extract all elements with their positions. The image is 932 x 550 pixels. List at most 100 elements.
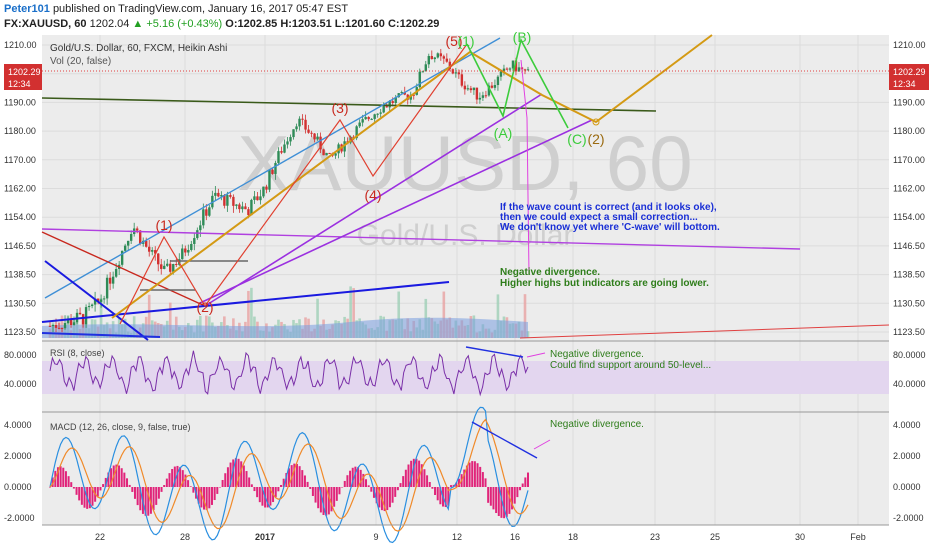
- macd-hist-bar: [107, 472, 110, 487]
- candle-body: [310, 132, 313, 134]
- candle-body: [436, 53, 440, 58]
- price-tick-label: 1154.00: [4, 212, 36, 222]
- macd-axis: 4.0000 4.0000 2.0000 2.0000 0.0000 0.0000 -2.0…: [4, 420, 924, 523]
- candle-body: [277, 151, 280, 163]
- ohlc-low: L:1201.60: [334, 18, 385, 30]
- macd-hist-bar: [407, 464, 410, 487]
- time-tick-label: 25: [710, 532, 720, 542]
- publish-info: published on TradingView.com, January 16…: [52, 3, 349, 15]
- macd-hist-bar: [428, 482, 431, 487]
- macd-hist-bar: [449, 485, 452, 487]
- macd-hist-bar: [282, 478, 285, 487]
- macd-hist-bar: [226, 467, 229, 487]
- candle-body: [313, 133, 316, 140]
- candle-body: [457, 72, 461, 75]
- candle-body: [382, 106, 385, 113]
- macd-hist-bar: [473, 461, 476, 487]
- candle-body: [412, 94, 415, 96]
- candle-body: [163, 265, 166, 269]
- candle-body: [241, 206, 244, 210]
- author-link[interactable]: Peter101: [4, 3, 50, 15]
- macd-hist-bar: [476, 463, 479, 487]
- candle-body: [427, 56, 430, 65]
- candle-body: [379, 112, 382, 114]
- candle-body: [226, 195, 229, 206]
- macd-hist-bar: [218, 487, 221, 488]
- price-tick-label: 1210.00: [4, 40, 37, 50]
- macd-hist-bar: [396, 487, 399, 491]
- rsi-axis: 80.0000 80.0000 40.0000 40.0000: [4, 350, 926, 389]
- blue-note-line-2: then we could expect a small correction.…: [500, 212, 698, 223]
- macd-hist-bar: [266, 487, 269, 508]
- macd-hist-bar: [293, 463, 296, 487]
- candle-body: [66, 318, 70, 324]
- macd-hist-bar: [402, 476, 405, 487]
- drawings: [41, 34, 890, 341]
- macd-hist-bar: [139, 487, 142, 511]
- macd-hist-bar: [168, 473, 171, 487]
- candle-body: [373, 114, 376, 119]
- macd-hist-bar: [505, 487, 508, 517]
- macd-hist-bar: [335, 487, 338, 501]
- rsi-tick-left: 40.0000: [4, 379, 37, 389]
- candle-body: [430, 56, 433, 60]
- volume-bar: [352, 288, 355, 338]
- candle-body: [63, 323, 67, 329]
- macd-hist-bar: [492, 487, 495, 510]
- macd-hist-bar: [80, 487, 83, 505]
- candle-body: [135, 228, 139, 231]
- candle-body: [93, 298, 97, 305]
- blue-up-line: [41, 281, 450, 323]
- macd-hist-bar: [527, 472, 529, 487]
- candle-body: [60, 327, 64, 329]
- macd-tick-right: 4.0000: [893, 420, 921, 430]
- wave-label-2-future: (2): [587, 131, 604, 147]
- price-tick-label: 1154.00: [893, 212, 925, 222]
- volume-area: [42, 317, 528, 338]
- macd-hist-bar: [301, 470, 304, 487]
- macd-hist-bar: [234, 458, 237, 487]
- macd-hist-bar: [144, 487, 147, 516]
- candle-body: [256, 196, 259, 201]
- candle-body: [193, 238, 196, 244]
- candle-body: [253, 196, 256, 200]
- candle-body: [114, 269, 118, 277]
- macd-hist-bar: [277, 487, 280, 492]
- candle-body: [370, 118, 373, 120]
- candle-body: [160, 264, 163, 269]
- candle-body: [481, 95, 485, 98]
- candle-body: [181, 248, 184, 260]
- candle-body: [358, 122, 361, 127]
- macd-hist-bar: [59, 466, 62, 487]
- price-tick-label: 1180.00: [4, 126, 36, 136]
- rsi-pointer: [526, 352, 546, 358]
- time-tick-label: 22: [95, 532, 105, 542]
- price-tag-left-value: 1202.29: [8, 67, 41, 77]
- macd-hist-bar: [303, 475, 306, 487]
- candle-body: [51, 324, 55, 327]
- candle-body: [490, 85, 494, 88]
- candle-body: [223, 195, 226, 206]
- candle-body: [220, 195, 223, 197]
- macd-hist-bar: [367, 485, 370, 487]
- volume-bar: [247, 290, 250, 338]
- candle-body: [123, 245, 127, 251]
- volume-bar: [250, 287, 253, 338]
- price-tick-label: 1123.50: [4, 327, 36, 337]
- macd-hist-bar: [253, 487, 256, 492]
- macd-hist-bar: [295, 463, 298, 487]
- candle-body: [454, 72, 458, 74]
- macd-hist-bar: [96, 487, 99, 497]
- price-tick-label: 1146.50: [893, 241, 925, 251]
- candle-body: [84, 307, 88, 325]
- macd-hist-bar: [203, 487, 206, 510]
- candle-body: [265, 186, 268, 190]
- macd-line: [49, 406, 529, 544]
- candle-body: [502, 68, 506, 72]
- candle-body: [448, 61, 452, 70]
- red-bottom-line: [519, 324, 890, 339]
- macd-tick-right: -2.0000: [893, 513, 924, 523]
- candle-body: [304, 119, 307, 130]
- volume-bar: [147, 294, 151, 338]
- candle-body: [328, 152, 331, 154]
